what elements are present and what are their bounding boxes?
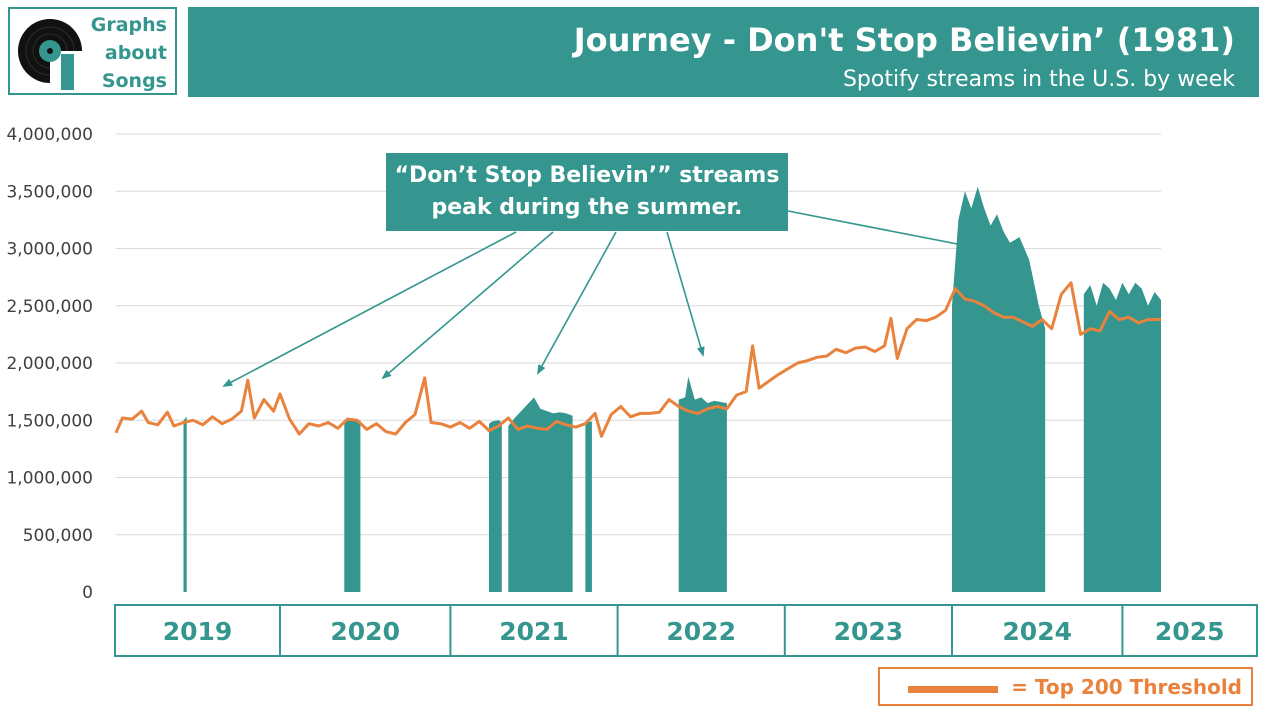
annotation-arrow <box>787 210 985 252</box>
logo-line-1: Graphs <box>90 14 167 36</box>
y-axis: 0 500,000 1,000,000 1,500,000 2,000,000 2,500… <box>6 125 93 603</box>
annotation-callout: “Don’t Stop Believin’” streams peak duri… <box>386 153 788 231</box>
logo-line-3: Songs <box>101 70 167 92</box>
vinyl-record-icon <box>18 19 86 90</box>
logo-line-2: about <box>104 42 167 64</box>
year-label: 2021 <box>499 617 569 646</box>
y-tick-label: 3,500,000 <box>6 182 93 202</box>
y-tick-label: 1,500,000 <box>6 411 93 431</box>
stream-area-segment <box>952 186 1046 592</box>
stream-area-segment <box>508 397 573 592</box>
annotation-arrow <box>666 231 705 357</box>
year-label: 2022 <box>666 617 736 646</box>
stream-area-segment <box>678 376 727 592</box>
graphs-about-songs-logo: Graphs about Songs <box>8 7 177 95</box>
year-label: 2019 <box>163 617 233 646</box>
y-tick-label: 1,000,000 <box>6 469 93 489</box>
year-label: 2025 <box>1155 617 1225 646</box>
threshold-line-series <box>114 281 1161 438</box>
annotation-arrows <box>222 210 985 387</box>
chart-subtitle: Spotify streams in the U.S. by week <box>842 67 1235 92</box>
stream-area-segment <box>344 419 361 592</box>
legend-label: = Top 200 Threshold <box>1011 675 1242 699</box>
chart-header: Journey - Don't Stop Believin’ (1981) Sp… <box>188 7 1259 97</box>
annotation-arrow <box>381 231 554 380</box>
y-tick-label: 500,000 <box>23 526 93 546</box>
y-tick-label: 3,000,000 <box>6 240 93 260</box>
stream-area-segment <box>183 416 187 592</box>
stream-area-segment <box>489 420 502 592</box>
chart-title: Journey - Don't Stop Believin’ (1981) <box>573 21 1235 59</box>
annotation-arrow <box>537 231 617 375</box>
threshold-line <box>114 281 1161 438</box>
year-axis: 2019 2020 2021 2022 2023 2024 2025 <box>114 604 1258 657</box>
annotation-line-1: “Don’t Stop Believin’” streams <box>394 163 780 188</box>
stream-area-segment <box>1083 282 1161 592</box>
annotation-arrow <box>222 231 517 387</box>
year-label: 2024 <box>1002 617 1072 646</box>
stream-area-series <box>183 186 1161 592</box>
year-label: 2023 <box>834 617 904 646</box>
stream-area-segment <box>585 421 592 592</box>
annotation-line-2: peak during the summer. <box>431 195 743 220</box>
y-tick-label: 4,000,000 <box>6 125 93 145</box>
year-label: 2020 <box>330 617 400 646</box>
legend: = Top 200 Threshold <box>878 667 1253 706</box>
year-axis-box <box>114 604 1258 657</box>
y-tick-label: 2,500,000 <box>6 297 93 317</box>
y-tick-label: 0 <box>82 583 93 603</box>
legend-line-swatch <box>908 686 998 693</box>
y-tick-label: 2,000,000 <box>6 354 93 374</box>
